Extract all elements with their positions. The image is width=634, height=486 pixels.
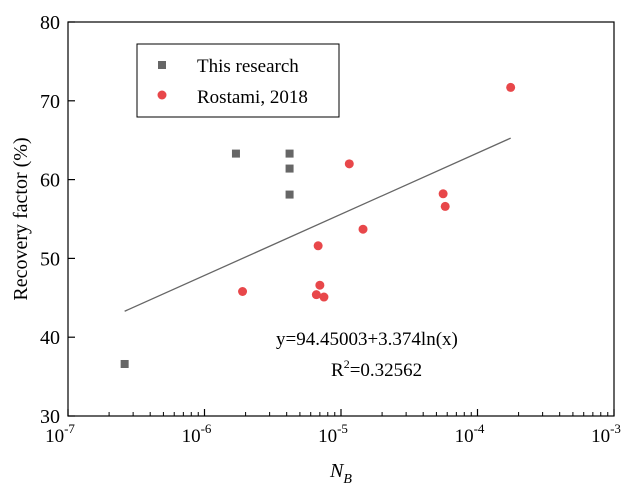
y-tick-label: 70 <box>40 91 60 113</box>
x-tick-label-exponent: -3 <box>610 421 621 436</box>
x-tick-label-base: 10 <box>318 426 337 447</box>
r-squared-prefix: R <box>331 360 344 381</box>
data-point-circle <box>315 280 325 290</box>
x-tick-label-base: 10 <box>182 426 201 447</box>
r-squared-exponent: 2 <box>344 357 350 371</box>
x-minor-ticks <box>108 412 609 416</box>
y-axis-label: Recovery factor (%) <box>10 137 32 300</box>
r-squared-value: =0.32562 <box>350 360 422 381</box>
legend-box <box>136 43 340 118</box>
y-tick-label: 50 <box>40 248 60 270</box>
y-tick-label: 60 <box>40 170 60 192</box>
legend-marker-rostami <box>157 90 167 100</box>
x-axis-label-main: N <box>329 460 345 482</box>
data-points <box>120 82 516 368</box>
x-tick-label-exponent: -5 <box>337 421 348 436</box>
x-tick-label-exponent: -7 <box>64 421 75 436</box>
data-point-square <box>285 190 294 199</box>
legend: This research Rostami, 2018 <box>136 43 340 118</box>
data-point-square <box>120 359 129 368</box>
y-tick-label: 80 <box>40 12 60 34</box>
x-tick-label: 10-4 <box>455 421 485 447</box>
data-point-circle <box>238 286 248 296</box>
fit-line <box>124 137 511 312</box>
x-axis-label-subscript: B <box>343 472 352 486</box>
x-tick-labels: 10-7 10-6 10-5 10-4 10-3 <box>45 421 621 447</box>
data-point-square <box>285 164 294 173</box>
x-tick-label-base: 10 <box>45 426 64 447</box>
x-tick-label: 10-3 <box>591 421 621 447</box>
data-point-circle <box>506 82 516 92</box>
data-point-circle <box>438 189 448 199</box>
data-point-circle <box>358 224 368 234</box>
data-point-circle <box>313 241 323 251</box>
x-tick-label-exponent: -4 <box>474 421 485 436</box>
x-tick-label: 10-5 <box>318 421 348 447</box>
y-tick-label: 30 <box>40 406 60 428</box>
r-squared: R2=0.32562 <box>331 357 422 381</box>
x-axis-label: NB <box>329 460 352 486</box>
legend-label-rostami: Rostami, 2018 <box>197 87 308 108</box>
data-point-circle <box>311 290 321 300</box>
data-point-circle <box>319 292 329 302</box>
y-tick-labels: 30 40 50 60 70 80 <box>40 12 60 428</box>
data-point-square <box>285 149 294 158</box>
data-point-circle <box>440 201 450 211</box>
plot-frame <box>67 21 615 417</box>
data-point-square <box>231 149 240 158</box>
legend-label-this-research: This research <box>197 56 299 77</box>
x-tick-label: 10-7 <box>45 421 75 447</box>
x-tick-label-base: 10 <box>591 426 610 447</box>
x-tick-label-base: 10 <box>455 426 474 447</box>
x-tick-label: 10-6 <box>182 421 212 447</box>
x-tick-label-exponent: -6 <box>201 421 212 436</box>
fit-layer <box>124 137 511 312</box>
y-tick-label: 40 <box>40 327 60 349</box>
fit-equation: y=94.45003+3.374ln(x) <box>276 329 458 350</box>
legend-marker-this-research <box>158 61 166 69</box>
data-point-circle <box>344 159 354 169</box>
